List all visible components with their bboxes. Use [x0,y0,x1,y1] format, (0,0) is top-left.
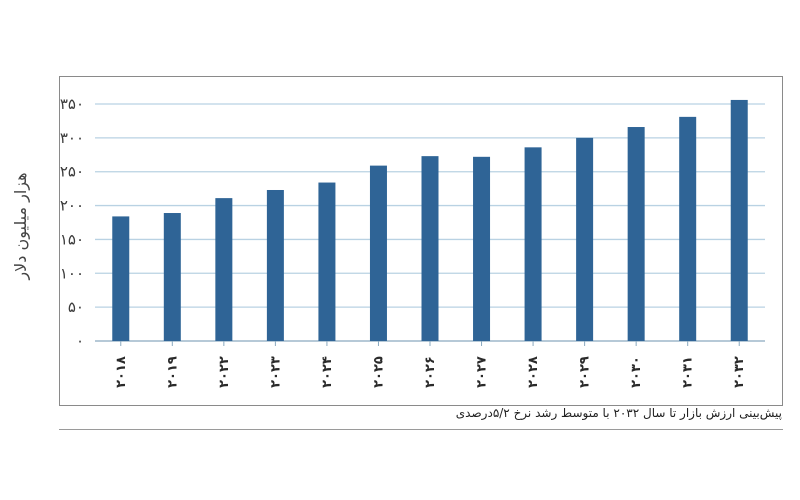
y-tick-label: ۵۰ [68,298,84,316]
bar [266,189,284,341]
bar [627,127,645,341]
bars [112,99,748,342]
x-tick-label: ۲۰۲۷ [475,356,490,388]
bar [163,213,181,341]
bar [421,156,439,341]
x-tick-label: ۲۰۲۲ [217,356,232,388]
bar [318,182,336,341]
y-tick-label: ۱۰۰ [60,264,84,282]
bar [369,165,387,341]
bar [473,156,491,341]
x-tick-label: ۲۰۳۲ [732,356,747,388]
y-tick-label: ۳۰۰ [60,129,84,147]
chart-caption: پیش‌بینی ارزش بازار تا سال ۲۰۳۲ با متوسط… [455,406,782,420]
y-tick-label: ۰ [76,332,84,350]
bar [576,137,594,341]
y-axis-label: هزار میلیون دلار [11,172,31,280]
x-axis-ticks: ۲۰۱۸ ۲۰۱۹ ۲۰۲۲ ۲۰۲۳ ۲۰۲۴ ۲۰۲۵ ۲۰۲۶ ۲۰۲۷ ۲۰۲۸ ۲۰۲۹… [114,341,747,388]
x-tick-label: ۲۰۱۸ [114,356,129,388]
bar [112,216,130,341]
x-tick-label: ۲۰۳۰ [629,356,644,388]
y-tick-label: ۳۵۰ [60,95,84,113]
y-tick-label: ۲۰۰ [60,197,84,215]
x-tick-label: ۲۰۲۸ [526,356,541,388]
bar [215,198,233,341]
x-tick-label: ۲۰۲۳ [268,356,283,388]
bar [679,116,697,341]
bar [524,147,542,341]
x-tick-label: ۲۰۲۶ [423,356,438,388]
x-tick-label: ۲۰۳۱ [681,356,696,388]
x-tick-label: ۲۰۲۹ [578,356,593,388]
x-tick-label: ۲۰۱۹ [165,356,180,388]
caption-divider [59,429,783,430]
x-tick-label: ۲۰۲۴ [320,356,335,388]
x-tick-label: ۲۰۲۵ [371,356,386,388]
y-axis-ticks: ۰ ۵۰ ۱۰۰ ۱۵۰ ۲۰۰ ۲۵۰ ۳۰۰ ۳۵۰ [60,95,84,350]
y-tick-label: ۱۵۰ [60,230,84,248]
bar [730,99,748,342]
y-tick-label: ۲۵۰ [60,163,84,181]
